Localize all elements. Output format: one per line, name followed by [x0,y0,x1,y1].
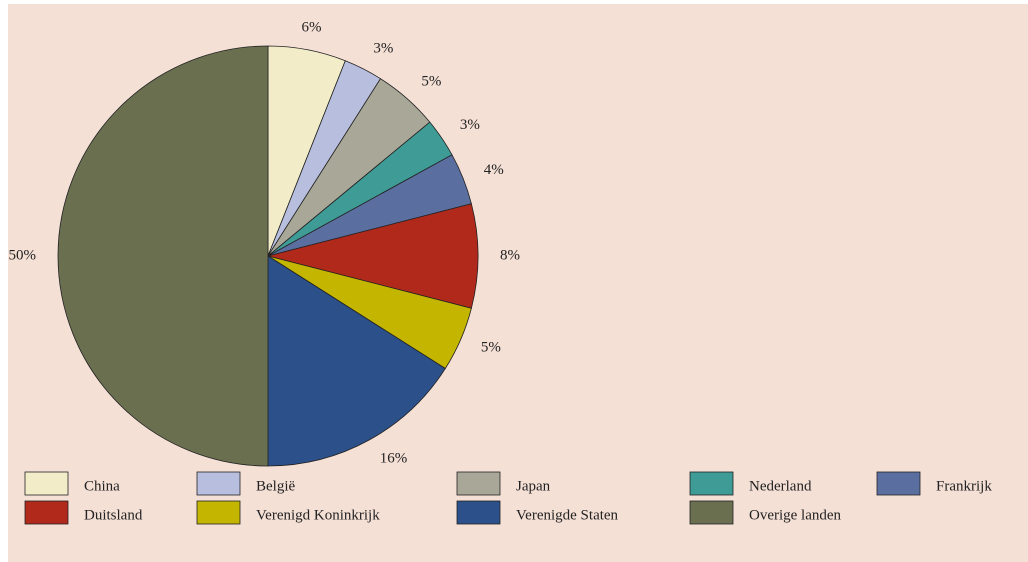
data-label: 16% [380,451,408,467]
data-label: 3% [460,117,480,133]
legend-label: België [256,478,295,494]
legend-label: China [84,478,120,494]
legend-label: Frankrijk [936,478,992,494]
legend-swatch [689,500,734,525]
data-label: 4% [484,162,504,178]
data-label: 3% [373,41,393,57]
legend-label: Nederland [749,478,812,494]
data-label: 5% [421,73,441,89]
data-label: 8% [500,247,520,263]
legend-swatch [456,500,501,525]
legend-label: Verenigd Koninkrijk [256,507,380,523]
pie-slice [267,255,446,467]
legend-swatch [456,471,501,496]
legend-swatch [196,471,241,496]
legend-label: Overige landen [749,507,842,523]
legend-swatch [24,500,69,525]
legend-label: Duitsland [84,507,143,523]
legend-label: Japan [516,478,551,494]
pie-slice [267,203,479,309]
pie-slice [57,45,269,467]
data-label: 6% [301,20,321,36]
legend-swatch [24,471,69,496]
legend-label: Verenigde Staten [516,507,619,523]
legend-swatch [876,471,921,496]
legend-swatch [196,500,241,525]
legend-swatch [689,471,734,496]
data-label: 50% [9,247,37,263]
data-label: 5% [481,340,501,356]
